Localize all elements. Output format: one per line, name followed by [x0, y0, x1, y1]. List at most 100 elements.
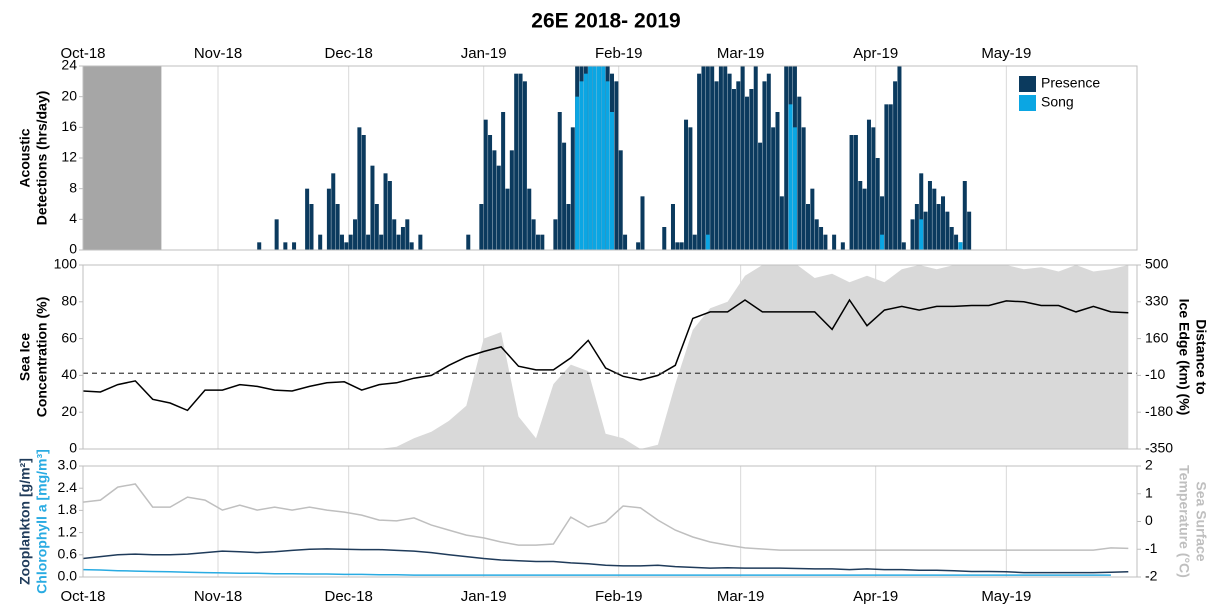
y2-axis-label: Distance to	[1193, 319, 1209, 394]
area	[83, 265, 1129, 449]
bar	[919, 173, 924, 250]
bar	[914, 204, 919, 250]
y-axis-label: Zooplankton [g/m²]	[17, 458, 33, 585]
bar	[927, 181, 932, 250]
y2-tick-label: 2	[1145, 457, 1153, 473]
bar	[496, 165, 501, 250]
bar	[518, 73, 523, 251]
bar	[736, 81, 741, 250]
y2-axis-label: Ice Edge (km) (%)	[1176, 299, 1192, 416]
y-tick-label: 20	[61, 403, 77, 419]
bar	[775, 112, 780, 250]
bar	[710, 66, 715, 250]
x-tick-label: Dec-18	[324, 45, 372, 62]
y-tick-label: 0	[69, 241, 77, 257]
x-tick-label: Dec-18	[324, 588, 372, 605]
bar	[418, 234, 423, 250]
bar	[923, 211, 928, 250]
y-tick-label: 1.2	[58, 523, 78, 539]
bar	[714, 81, 719, 250]
bar	[257, 242, 262, 250]
y2-tick-label: -350	[1145, 440, 1173, 456]
y-tick-label: 4	[69, 210, 77, 226]
bar	[819, 227, 824, 250]
bar	[705, 66, 710, 250]
bar	[701, 66, 706, 250]
x-tick-label: Feb-19	[595, 588, 643, 605]
x-tick-label: Nov-18	[194, 45, 242, 62]
y2-tick-label: -1	[1145, 540, 1158, 556]
bar	[292, 242, 297, 250]
bar	[601, 66, 606, 250]
bar	[762, 81, 767, 250]
bar	[557, 112, 562, 250]
bar	[505, 188, 510, 250]
bar	[466, 234, 471, 250]
x-tick-label: Oct-18	[60, 45, 105, 62]
bar	[353, 219, 358, 250]
bar	[718, 66, 723, 250]
bar	[370, 165, 375, 250]
plot-frame	[82, 465, 1138, 578]
x-tick-label: May-19	[981, 588, 1031, 605]
bar	[331, 173, 336, 250]
legend-swatch	[1019, 76, 1036, 92]
bar	[910, 219, 915, 250]
bar	[662, 227, 667, 250]
bar	[357, 127, 362, 250]
y-axis-label: Chlorophyll a [mg/m³]	[34, 449, 50, 594]
bar	[531, 219, 536, 250]
bar	[605, 81, 610, 250]
bar	[949, 227, 954, 250]
bar	[936, 204, 941, 250]
bar	[579, 81, 584, 250]
bar	[509, 150, 514, 250]
bar	[274, 219, 279, 250]
no-data-span	[83, 66, 162, 250]
y2-axis-label: Temperature (°C)	[1176, 465, 1192, 578]
bar	[932, 188, 937, 250]
bar	[814, 219, 819, 250]
bar	[392, 219, 397, 250]
y-tick-label: 40	[61, 366, 77, 382]
bar	[309, 204, 314, 250]
y2-tick-label: -2	[1145, 568, 1158, 584]
bar	[805, 204, 810, 250]
bar	[688, 127, 693, 250]
legend-label: Presence	[1041, 75, 1100, 91]
bar	[692, 234, 697, 250]
bar	[339, 234, 344, 250]
bar	[540, 234, 545, 250]
x-tick-label: Mar-19	[717, 588, 765, 605]
plot-frame	[82, 65, 1138, 251]
bar	[318, 234, 323, 250]
bar	[849, 135, 854, 250]
bar	[823, 234, 828, 250]
bar	[562, 142, 567, 250]
x-tick-label: Oct-18	[60, 588, 105, 605]
bar	[596, 66, 601, 250]
bar	[335, 204, 340, 250]
y2-tick-label: 330	[1145, 293, 1169, 309]
bar	[945, 211, 950, 250]
y2-tick-label: 500	[1145, 256, 1169, 272]
bar	[901, 242, 906, 250]
bar	[880, 234, 885, 250]
bar	[888, 104, 893, 250]
x-tick-label: Jan-19	[461, 588, 507, 605]
bar	[705, 234, 710, 250]
bar	[727, 73, 732, 251]
y-axis-label: Concentration (%)	[34, 297, 50, 418]
bar	[492, 150, 497, 250]
y-tick-label: 16	[61, 118, 77, 134]
bar	[832, 234, 837, 250]
bar	[636, 242, 641, 250]
bar	[740, 66, 745, 250]
legend-swatch	[1019, 95, 1036, 111]
y-tick-label: 0	[69, 440, 77, 456]
bar	[348, 234, 353, 250]
y-tick-label: 0.0	[58, 568, 78, 584]
bar	[779, 196, 784, 250]
bar	[366, 234, 371, 250]
line	[82, 483, 1129, 551]
